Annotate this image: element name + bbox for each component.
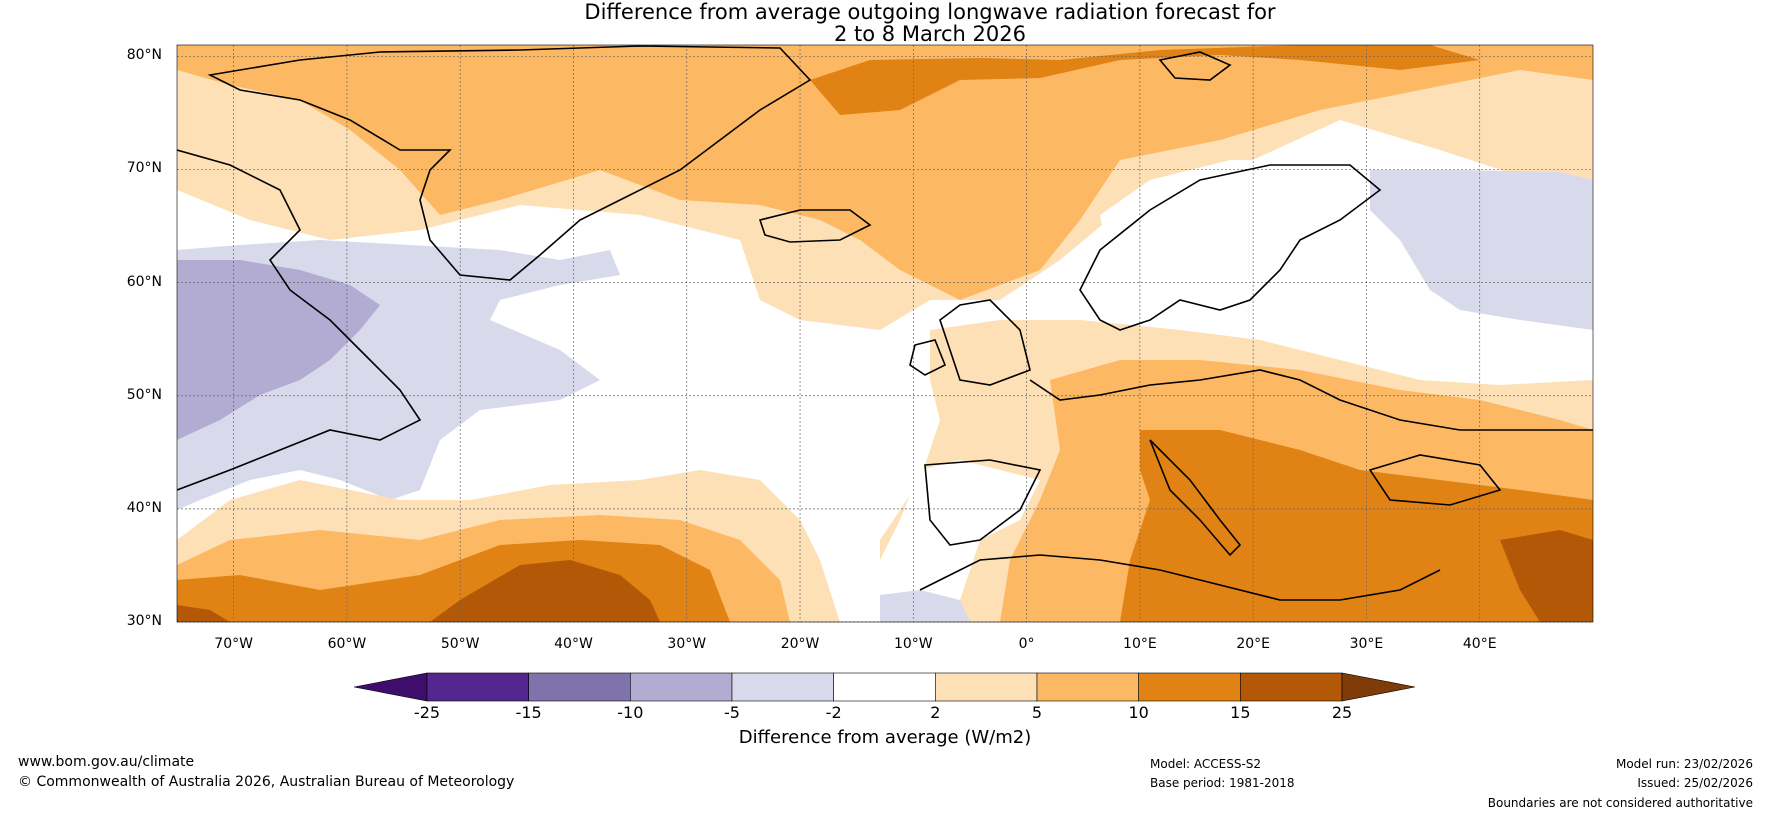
lon-label: 10°E (1123, 636, 1157, 652)
colorbar-tick: -2 (825, 703, 842, 722)
colorbar-cell (426, 672, 529, 702)
base-period-text: Base period: 1981-2018 (1150, 776, 1295, 790)
colorbar-cell (731, 672, 834, 702)
scandinavia-coast (1079, 164, 1382, 331)
lon-label: 30°E (1349, 636, 1384, 652)
colorbar-extend-high (1341, 672, 1416, 702)
coastlines (177, 45, 1593, 601)
lat-label: 60°N (126, 273, 162, 290)
colorbar-cell (833, 672, 936, 702)
map-title-line1: Difference from average outgoing longwav… (584, 0, 1276, 24)
map-title-line2: 2 to 8 March 2026 (834, 22, 1026, 46)
lon-label: 0° (1018, 636, 1035, 652)
svalbard (1158, 51, 1232, 81)
lon-label: 50°W (440, 636, 480, 652)
colorbar-cell (1138, 672, 1241, 702)
colorbar-tick: -10 (617, 703, 644, 722)
lat-label: 40°N (126, 499, 162, 516)
colorbar-extend-low (353, 672, 428, 702)
lon-label: 30°W (667, 636, 707, 652)
anomaly-region-brown-south (430, 560, 660, 622)
lat-label: 70°N (126, 160, 162, 177)
lon-label: 20°W (780, 636, 820, 652)
website-link[interactable]: www.bom.gov.au/climate (18, 754, 195, 770)
anomaly-region-brown-mideast (1500, 530, 1593, 622)
model-text: Model: ACCESS-S2 (1150, 757, 1262, 771)
colorbar-cell (1240, 672, 1343, 702)
anomaly-region-lightblue-morocco (880, 590, 970, 622)
europe-coast (1029, 369, 1593, 431)
colorbar-cell (630, 672, 733, 702)
ireland (909, 339, 947, 376)
anomaly-region-white-iberia (880, 460, 1040, 622)
italy-coast (1149, 439, 1242, 557)
copyright-text: © Commonwealth of Australia 2026, Austra… (18, 774, 515, 790)
lon-label: 20°E (1236, 636, 1270, 652)
colorbar-tick: 5 (1031, 703, 1043, 722)
disclaimer-text: Boundaries are not considered authoritat… (1487, 796, 1753, 810)
colorbar-tick: -25 (413, 703, 441, 722)
anomaly-region-dark-orange-europe (1120, 430, 1593, 622)
lon-label: 40°E (1462, 636, 1497, 652)
colorbar-cell (935, 672, 1038, 702)
iberia-coast (924, 459, 1042, 546)
colorbar-tick: -5 (724, 703, 740, 722)
black-sea (1368, 454, 1502, 506)
colorbar-cell (528, 672, 631, 702)
model-run-text: Model run: 23/02/2026 (1615, 757, 1753, 771)
british-isles (939, 299, 1031, 386)
lat-label: 30°N (126, 613, 162, 629)
colorbar-tick: 10 (1128, 703, 1149, 722)
iceland-coast (758, 209, 872, 243)
lat-label: 50°N (126, 386, 162, 403)
colorbar-tick: 25 (1331, 703, 1353, 722)
canada-coast (177, 149, 422, 491)
colorbar-label: Difference from average (W/m2) (738, 727, 1032, 748)
anomaly-region-orange-north (177, 45, 1593, 300)
anomaly-region-purple-canada (177, 260, 380, 440)
lat-label: 80°N (126, 47, 162, 64)
lon-label: 40°W (554, 636, 593, 652)
colorbar-tick: 15 (1230, 703, 1251, 722)
north-africa-coast (919, 554, 1441, 601)
anomaly-region-brown-sw (177, 605, 230, 622)
lon-label: 10°W (893, 636, 933, 652)
colorbar-cell (1036, 672, 1139, 702)
anomaly-region-lightblue-russia (1370, 170, 1593, 330)
anomaly-region-dark-orange-arctic (810, 45, 1480, 115)
issued-text: Issued: 25/02/2026 (1637, 776, 1753, 790)
greenland-coast (207, 45, 812, 281)
lon-label: 60°W (327, 636, 367, 652)
lon-label: 70°W (214, 636, 253, 652)
colorbar-tick: 2 (930, 703, 941, 722)
colorbar-tick: -15 (515, 703, 542, 722)
